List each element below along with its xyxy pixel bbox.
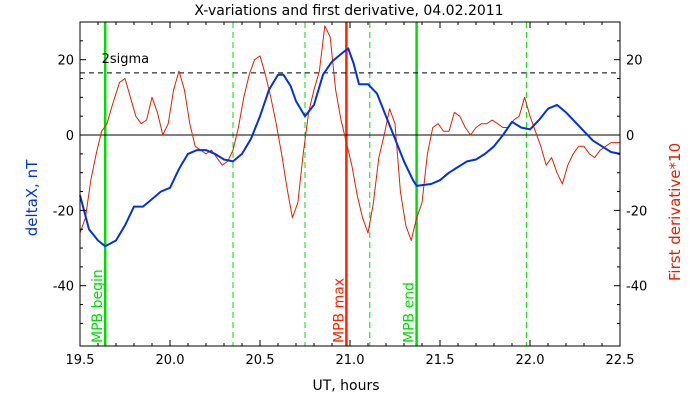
series-deltax-line	[79, 47, 621, 248]
x-tick-label: 21.5	[426, 353, 455, 368]
plot-frame	[79, 21, 621, 347]
y-tick-label-left: -40	[53, 280, 74, 295]
mpb-begin-label: MPB begin	[90, 269, 106, 343]
x-tick-label: 20.5	[246, 353, 275, 368]
y-tick-label-left: -20	[53, 204, 74, 219]
x-tick-label: 19.5	[66, 353, 95, 368]
y-tick-label-right: 0	[626, 129, 634, 144]
x-tick-label: 20.0	[156, 353, 185, 368]
chart-title: X-variations and first derivative, 04.02…	[194, 3, 503, 19]
vertical-marker-labels: MPB begin MPB max MPB end	[90, 269, 417, 343]
y-tick-label-right: -20	[626, 204, 647, 219]
series-lines	[79, 25, 621, 248]
y-axis-ticks: 20 20 0 0 -20 -20 -40 -40	[53, 21, 647, 324]
x-tick-label: 21.0	[336, 353, 365, 368]
mpb-end-label: MPB end	[402, 282, 418, 343]
vertical-markers	[103, 22, 527, 346]
y-tick-label-left: 0	[66, 129, 74, 144]
mpb-max-label: MPB max	[331, 278, 347, 343]
reference-lines: 2sigma	[80, 52, 620, 136]
x-axis-ticks: 19.5 20.0 20.5 21.0 21.5 22.0 22.5	[66, 22, 635, 368]
y-axis-label-right: First derivative*10	[666, 143, 684, 281]
series-derivative-line	[79, 25, 620, 241]
y-axis-label-left: deltaX, nT	[23, 159, 41, 236]
y-tick-label-right: 20	[626, 54, 643, 69]
x-axis-label: UT, hours	[312, 378, 379, 394]
x-tick-label: 22.0	[516, 353, 545, 368]
y-tick-label-left: 20	[57, 54, 74, 69]
y-tick-label-right: -40	[626, 280, 647, 295]
sigma-label: 2sigma	[102, 52, 150, 67]
x-tick-label: 22.5	[606, 353, 635, 368]
